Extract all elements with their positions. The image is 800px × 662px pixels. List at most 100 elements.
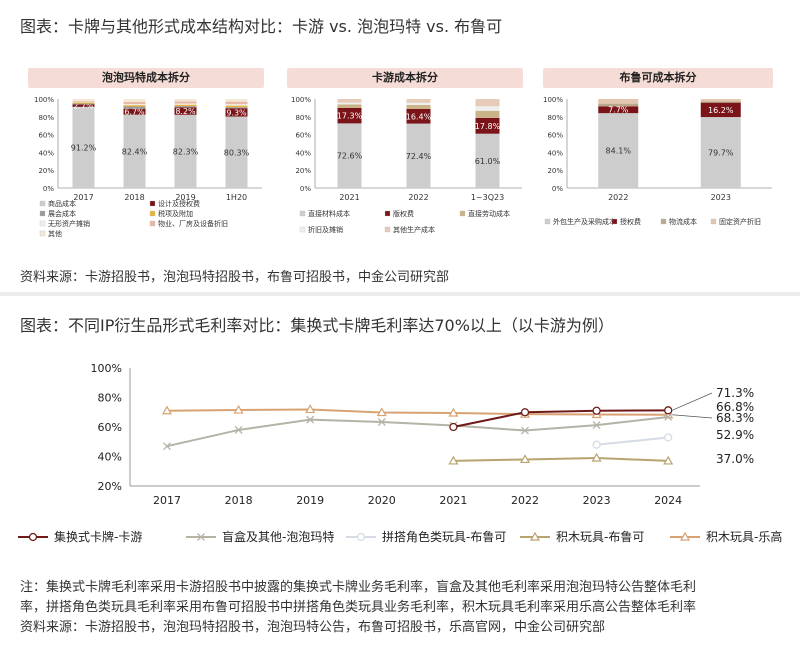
legend-label: 积木玩具-布鲁可 bbox=[556, 530, 644, 544]
legend-label: 其他生产成本 bbox=[393, 225, 435, 234]
bar-segment bbox=[174, 103, 197, 105]
data-point bbox=[448, 407, 459, 417]
bar-segment bbox=[174, 106, 197, 108]
bar-segment bbox=[700, 102, 741, 118]
data-point bbox=[376, 407, 387, 417]
legend-label: 版权费 bbox=[393, 209, 414, 218]
bar-segment bbox=[406, 123, 431, 188]
cost-structure-panel: 图表：卡牌与其他形式成本结构对比：卡游 vs. 泡泡玛特 vs. 布鲁可 泡泡玛… bbox=[0, 0, 800, 292]
data-point bbox=[592, 421, 601, 430]
y-tick-label: 40% bbox=[295, 149, 311, 157]
data-point bbox=[520, 408, 530, 417]
bar-segment bbox=[598, 99, 639, 104]
legend-label: 外包生产及采购成本 bbox=[553, 217, 616, 226]
x-tick-label: 1~3Q23 bbox=[471, 193, 504, 202]
note-line: 率，拼搭角色类玩具毛利率采用布鲁可招股书中拼搭角色类玩具业务毛利率，积木玩具毛利… bbox=[20, 600, 697, 615]
bar-segment bbox=[174, 104, 197, 107]
legend-swatch bbox=[710, 218, 717, 225]
y-tick-label: 60% bbox=[547, 132, 563, 140]
x-tick-label: 2022 bbox=[408, 193, 428, 202]
legend-label: 集换式卡牌-卡游 bbox=[54, 529, 142, 544]
bar-segment bbox=[174, 99, 197, 102]
data-label: 16.4% bbox=[406, 112, 432, 121]
legend-label: 其他 bbox=[48, 229, 62, 238]
legend-swatch bbox=[299, 226, 306, 233]
data-label: 16.2% bbox=[708, 106, 734, 115]
bar-segment bbox=[598, 106, 639, 114]
footnote: 注：集换式卡牌毛利率采用卡游招股书中披露的集换式卡牌业务毛利率，盲盒及其他毛利率… bbox=[20, 578, 790, 638]
bar-segment bbox=[475, 110, 500, 118]
bar-segment bbox=[174, 101, 197, 104]
popmart-chart-title: 泡泡玛特成本拆分 bbox=[28, 68, 264, 88]
x-tick-label: 2022 bbox=[608, 193, 628, 202]
legend-label: 物流成本 bbox=[669, 217, 697, 226]
bar-segment bbox=[72, 106, 95, 188]
bar-segment bbox=[123, 101, 146, 105]
bar-segment bbox=[475, 106, 500, 111]
data-point bbox=[664, 406, 673, 415]
legend-item: 集换式卡牌-卡游 bbox=[18, 529, 142, 544]
legend-label: 固定资产折旧 bbox=[719, 217, 761, 226]
y-tick-label: 40% bbox=[98, 451, 122, 464]
x-tick-label: 2019 bbox=[175, 193, 195, 202]
bar-segment bbox=[123, 114, 146, 188]
bar-segment bbox=[72, 101, 95, 103]
bar-segment bbox=[123, 108, 146, 115]
bar-segment bbox=[72, 104, 95, 107]
data-point bbox=[161, 405, 173, 415]
y-tick-label: 100% bbox=[91, 362, 122, 375]
bar-segment bbox=[225, 101, 248, 105]
data-point bbox=[663, 455, 674, 465]
y-tick-label: 20% bbox=[38, 167, 54, 175]
bar-segment bbox=[123, 105, 146, 107]
data-label: 79.7% bbox=[708, 149, 734, 158]
bar-segment bbox=[598, 103, 639, 107]
data-point bbox=[28, 532, 38, 542]
legend-label: 授权费 bbox=[620, 217, 641, 226]
gross-margin-panel: 图表：不同IP衍生品形式毛利率对比：集换式卡牌毛利率达70%以上（以卡游为例） … bbox=[0, 296, 800, 662]
data-label: 6.7% bbox=[124, 108, 145, 117]
y-tick-label: 60% bbox=[295, 132, 311, 140]
gross-margin-title: 图表：不同IP衍生品形式毛利率对比：集换式卡牌毛利率达70%以上（以卡游为例） bbox=[20, 316, 614, 335]
bar-segment bbox=[225, 104, 248, 106]
legend-label: 无形资产摊销 bbox=[48, 219, 90, 228]
data-point bbox=[592, 406, 601, 415]
gross-margin-line-chart: 20% 40% 60% 80% 100% 2017 2018 2019 2020 2021 2022… bbox=[18, 362, 782, 544]
legend-label: 税项及附加 bbox=[158, 209, 193, 218]
label-leader bbox=[672, 392, 713, 411]
data-label: 72.6% bbox=[337, 152, 363, 161]
bar-segment bbox=[225, 107, 248, 109]
data-point bbox=[163, 442, 171, 451]
legend-swatch bbox=[39, 230, 46, 237]
y-tick-label: 80% bbox=[38, 114, 54, 122]
data-label: 91.2% bbox=[71, 143, 97, 152]
data-label: 17.8% bbox=[475, 122, 501, 131]
y-tick-label: 40% bbox=[38, 149, 54, 157]
legend-item: 盲盒及其他-泡泡玛特 bbox=[186, 529, 334, 544]
data-label: 61.0% bbox=[475, 157, 501, 166]
y-tick-label: 100% bbox=[291, 96, 311, 104]
data-point bbox=[234, 425, 243, 434]
legend-swatch bbox=[544, 218, 551, 225]
legend-swatch bbox=[459, 210, 466, 217]
x-tick-label: 2023 bbox=[583, 494, 611, 507]
legend-swatch bbox=[149, 210, 156, 217]
data-point bbox=[519, 454, 531, 464]
legend-swatch bbox=[299, 210, 306, 217]
bar-segment bbox=[72, 100, 95, 102]
stacked-bar-chart: 0% 20% 40% 60% 80% 100% 84.1% 7.7% 2022 79.7% 16.2… bbox=[543, 96, 772, 226]
data-label: 7.7% bbox=[608, 106, 629, 115]
bar-segment bbox=[123, 99, 146, 102]
bar-segment bbox=[700, 117, 741, 188]
data-label: 17.3% bbox=[337, 112, 363, 121]
data-point bbox=[592, 440, 601, 449]
end-value-label: 66.8% bbox=[716, 400, 754, 414]
y-tick-label: 60% bbox=[38, 132, 54, 140]
kayou-chart-title: 卡游成本拆分 bbox=[287, 68, 523, 88]
data-point bbox=[449, 422, 458, 432]
series-line-group bbox=[592, 433, 673, 449]
data-point bbox=[356, 532, 366, 542]
x-tick-label: 2021 bbox=[439, 494, 467, 507]
bar-segment bbox=[337, 102, 362, 105]
bar-segment bbox=[225, 105, 248, 108]
